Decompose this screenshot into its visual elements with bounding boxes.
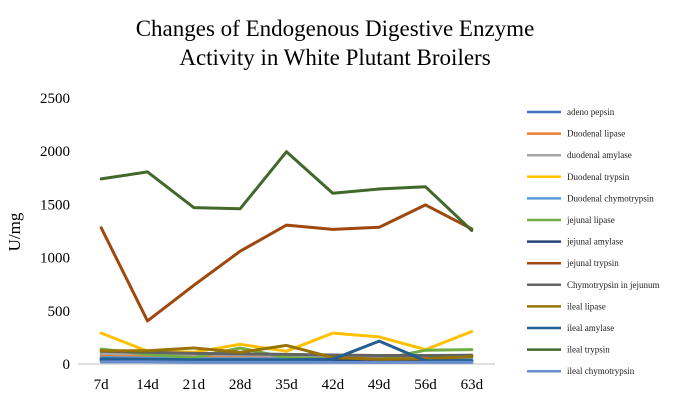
y-tick-label: 2000 [40,144,70,160]
series-line-10 [99,339,474,363]
legend-label: ileal amylase [567,323,614,333]
chart-title-line-1: Changes of Endogenous Digestive Enzyme [136,16,535,41]
series-line-11 [99,150,474,232]
y-tick-label: 1500 [40,197,70,213]
legend-label: jejunal lipase [566,215,615,225]
legend-label: Duodenal chymotrypsin [567,193,654,203]
legend-label: ileal lipase [567,301,606,311]
x-tick-label: 42d [322,377,345,393]
x-tick-label: 14d [136,377,159,393]
series-line-12 [99,360,474,364]
x-tick-label: 7d [94,377,110,393]
legend-label: ileal trypsin [567,345,610,355]
legend-label: jejunal amylase [566,237,623,247]
y-tick-label: 500 [48,304,71,320]
legend-label: jejunal trypsin [566,258,619,268]
x-tick-label: 63d [461,377,484,393]
x-tick-label: 28d [229,377,252,393]
legend-label: adeno pepsin [567,107,615,117]
plot-area: 0 500 1000 1500 2000 2500 7d 14d 21d 28d 35d 42d 49d… [40,91,495,393]
series-line-9 [99,343,474,361]
x-tick-label: 56d [414,377,437,393]
legend-label: ileal chymotrypsin [567,366,635,376]
x-tick-label: 49d [368,377,391,393]
legend-label: duodenal amylase [567,150,632,160]
y-tick-label: 1000 [40,251,70,267]
y-axis-label: U/mg [5,212,24,251]
legend-label: Duodenal trypsin [567,172,630,182]
x-tick-label: 21d [183,377,206,393]
series-line-7 [99,203,474,323]
legend: adeno pepsin Duodenal lipase duodenal amyl… [527,107,660,376]
legend-label: Chymotrypsin in jejunum [567,280,660,290]
x-tick-label: 35d [275,377,298,393]
chart-title-line-2: Activity in White Plutant Broilers [179,45,490,70]
y-tick-label: 0 [63,357,71,373]
y-tick-label: 2500 [40,91,70,107]
legend-label: Duodenal lipase [567,129,625,139]
